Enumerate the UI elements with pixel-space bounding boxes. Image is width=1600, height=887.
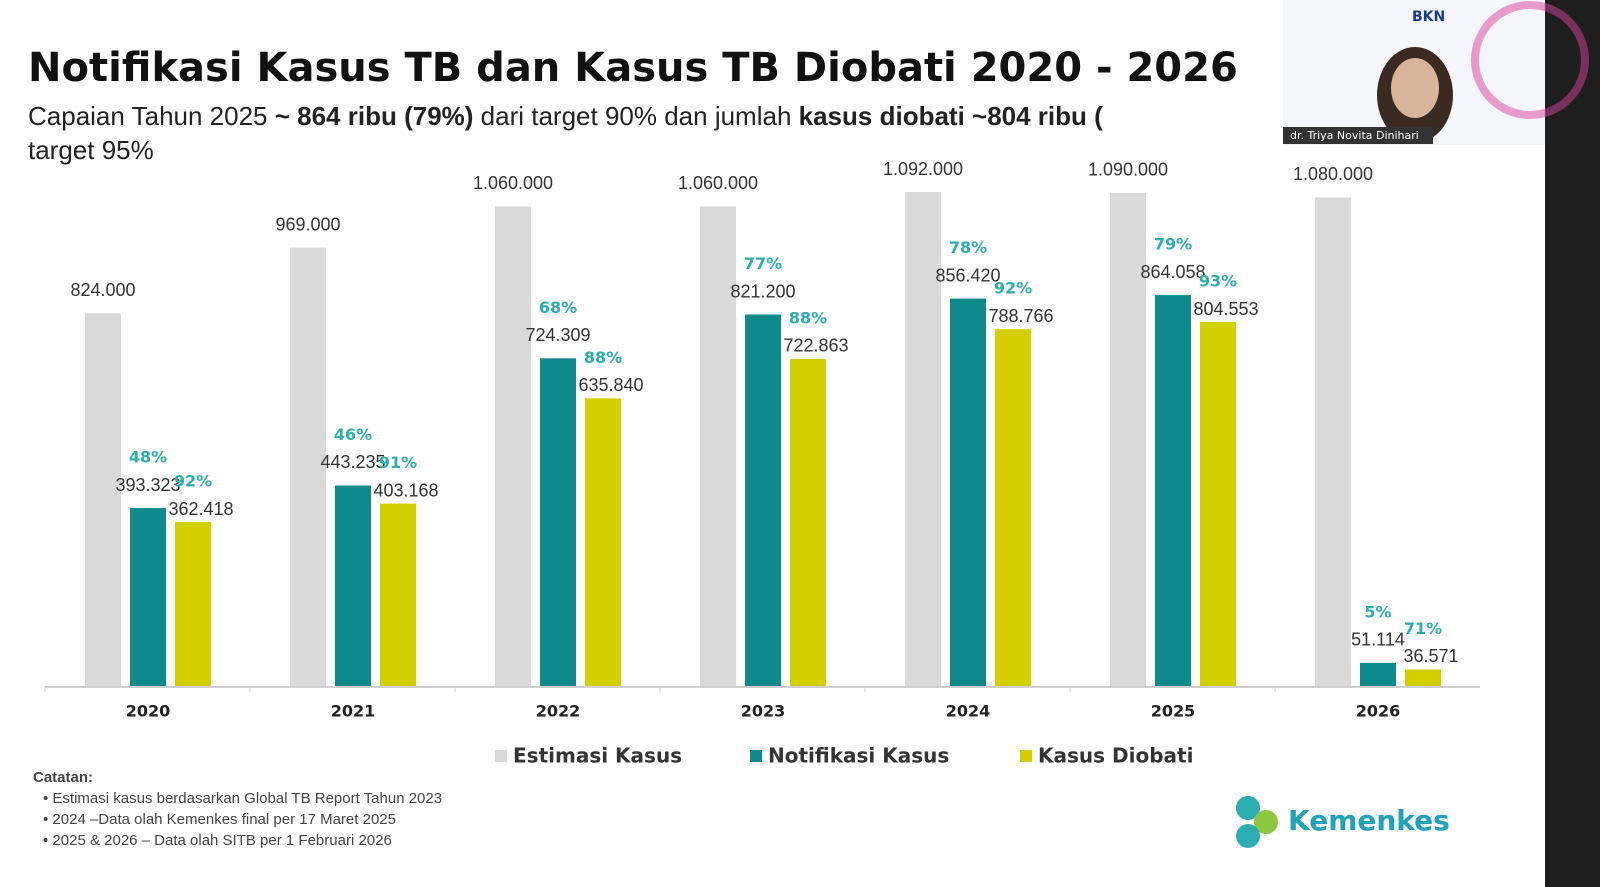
percent-label: 5% <box>1364 602 1391 621</box>
video-brand: BKN <box>1412 9 1445 25</box>
bar <box>1155 295 1191 686</box>
legend-swatch <box>750 750 762 762</box>
x-tick-label: 2022 <box>536 702 581 721</box>
value-label: 393.323 <box>115 475 180 495</box>
logo-mark <box>1236 796 1260 820</box>
value-label: 788.766 <box>988 306 1053 326</box>
percent-label: 79% <box>1154 235 1192 254</box>
bar <box>380 503 416 686</box>
subtitle: Capaian Tahun 2025 ~ 864 ribu (79%) dari… <box>28 101 1103 131</box>
decor <box>1471 1 1589 119</box>
subtitle-part: ~ 864 ribu (79%) <box>275 101 474 131</box>
value-label: 1.092.000 <box>883 159 963 179</box>
logo-text: Kemenkes <box>1288 804 1450 837</box>
plot: 2020 2021 2022 2023 2024 2025 2026 824.000 969.0… <box>44 159 1480 768</box>
bar <box>700 206 736 686</box>
note-item: • Estimasi kasus berdasarkan Global TB R… <box>43 790 442 807</box>
percent-label: 46% <box>334 425 372 444</box>
x-tick-label: 2021 <box>331 702 376 721</box>
bar <box>540 358 576 686</box>
value-label: 824.000 <box>70 280 135 300</box>
value-label: 362.418 <box>168 499 233 519</box>
percent-label: 78% <box>949 238 987 257</box>
bar <box>1110 192 1146 686</box>
logo: Kemenkes <box>1236 796 1450 848</box>
legend-label: Kasus Diobati <box>1038 744 1193 768</box>
percent-label: 92% <box>174 472 212 491</box>
note-item: • 2024 –Data olah Kemenkes final per 17 … <box>43 811 396 828</box>
bar <box>790 358 826 686</box>
bar <box>745 314 781 686</box>
percent-label: 48% <box>129 448 167 467</box>
percent-label: 93% <box>1199 272 1237 291</box>
bar <box>1360 662 1396 686</box>
speaker-name: dr. Triya Novita Dinihari <box>1290 129 1419 142</box>
bar <box>495 206 531 686</box>
x-tick-label: 2025 <box>1151 702 1196 721</box>
value-label: 722.863 <box>783 336 848 356</box>
speaker-face <box>1391 58 1439 118</box>
value-label: 51.114 <box>1351 630 1405 650</box>
value-label: 1.080.000 <box>1293 164 1373 184</box>
bar <box>290 247 326 686</box>
value-label: 36.571 <box>1403 646 1458 666</box>
subtitle-part: Capaian Tahun 2025 <box>28 101 275 131</box>
note-item: • 2025 & 2026 – Data olah SITB per 1 Feb… <box>43 832 392 849</box>
subtitle-part: kasus diobati ~804 ribu ( <box>799 101 1103 131</box>
percent-label: 88% <box>584 348 622 367</box>
video-edge <box>1545 0 1600 887</box>
value-label: 1.090.000 <box>1088 160 1168 180</box>
bar <box>175 522 211 686</box>
bar <box>85 313 121 686</box>
bar <box>1315 197 1351 686</box>
name-tag <box>1283 127 1433 144</box>
percent-label: 68% <box>539 298 577 317</box>
x-tick-label: 2024 <box>946 702 991 721</box>
notes-heading: Catatan: <box>33 769 93 786</box>
bar <box>1200 322 1236 686</box>
bar <box>585 398 621 686</box>
bar <box>335 485 371 686</box>
title: Notifikasi Kasus TB dan Kasus TB Diobati… <box>28 45 1238 91</box>
bar <box>950 298 986 686</box>
value-label: 804.553 <box>1193 299 1258 319</box>
value-label: 443.235 <box>320 452 385 472</box>
x-tick-label: 2026 <box>1356 702 1401 721</box>
x-tick-label: 2023 <box>741 702 786 721</box>
value-label: 856.420 <box>935 265 1000 285</box>
legend-swatch <box>495 750 507 762</box>
value-label: 635.840 <box>578 375 643 395</box>
subtitle-line2: target 95% <box>28 135 154 165</box>
notes: • Estimasi kasus berdasarkan Global TB R… <box>43 790 442 849</box>
legend-label: Notifikasi Kasus <box>768 744 949 768</box>
legend-label: Estimasi Kasus <box>513 744 682 768</box>
logo-mark <box>1236 824 1260 848</box>
bar <box>905 192 941 686</box>
value-label: 403.168 <box>373 480 438 500</box>
video-overlay: BKN dr. Triya Novita Dinihari <box>1283 0 1589 145</box>
percent-label: 77% <box>744 254 782 273</box>
subtitle-part: dari target 90% dan jumlah <box>473 101 798 131</box>
percent-label: 88% <box>789 308 827 327</box>
bar <box>130 508 166 686</box>
bar <box>1405 669 1441 686</box>
x-tick-label: 2020 <box>126 702 171 721</box>
value-label: 969.000 <box>275 214 340 234</box>
value-label: 821.200 <box>730 281 795 301</box>
logo-mark <box>1254 810 1278 834</box>
bar <box>995 329 1031 686</box>
value-label: 1.060.000 <box>473 173 553 193</box>
value-label: 724.309 <box>525 325 590 345</box>
percent-label: 71% <box>1404 619 1442 638</box>
percent-label: 91% <box>379 453 417 472</box>
value-label: 1.060.000 <box>678 173 758 193</box>
value-label: 864.058 <box>1140 262 1205 282</box>
legend-swatch <box>1020 750 1032 762</box>
percent-label: 92% <box>994 279 1032 298</box>
